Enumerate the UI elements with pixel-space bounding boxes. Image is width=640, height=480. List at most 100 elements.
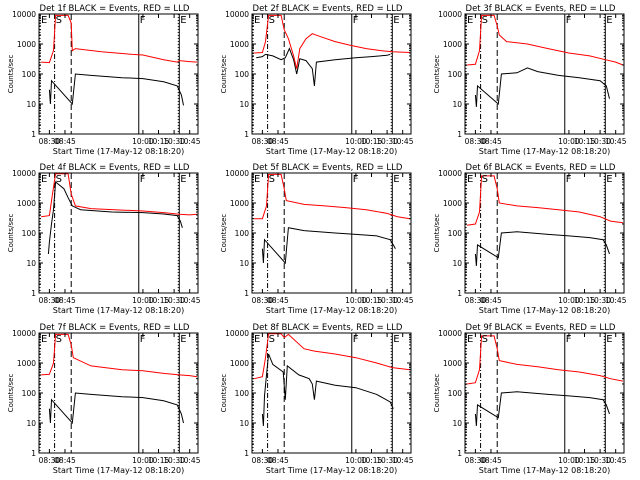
detector-panel: Det 7f BLACK = Events, RED = LLD Counts/s… <box>7 323 201 475</box>
x-tick-label: 10:15 <box>574 456 596 465</box>
x-axis-label: Start Time (17-May-12 08:18:20) <box>479 466 610 475</box>
y-tick-label: 10000 <box>438 329 462 338</box>
x-tick-label: 08:30 <box>252 456 274 465</box>
event-marker-label: S <box>56 174 62 185</box>
series-group <box>39 173 198 293</box>
x-axis-label: Start Time (17-May-12 08:18:20) <box>53 147 184 156</box>
events-series-line <box>261 353 394 426</box>
x-tick-label: 10:45 <box>179 296 201 305</box>
event-marker-label: F <box>353 174 359 185</box>
x-tick-label: 10:30 <box>163 137 185 146</box>
x-tick-label: 10:45 <box>179 137 201 146</box>
plot-frame <box>464 172 625 294</box>
detector-panel: Det 9f BLACK = Events, RED = LLD Counts/s… <box>433 323 627 475</box>
y-tick-label: 10000 <box>12 329 36 338</box>
event-marker-label: E <box>254 174 260 185</box>
panel-title: Det 5f BLACK = Events, RED = LLD <box>253 163 403 173</box>
y-tick-label: 100 <box>448 389 463 398</box>
event-marker-label: E <box>41 174 47 185</box>
x-tick-label: 10:45 <box>605 296 627 305</box>
panel-title: Det 8f BLACK = Events, RED = LLD <box>253 323 403 333</box>
y-tick-label: 10000 <box>225 169 249 178</box>
x-tick-label: 10:30 <box>163 456 185 465</box>
x-tick-label: 10:15 <box>148 456 170 465</box>
y-tick-label: 10000 <box>438 10 462 19</box>
x-tick-label: 10:15 <box>574 296 596 305</box>
lld-series-line <box>254 173 411 220</box>
events-series-line <box>474 231 610 266</box>
x-tick-label: 10:15 <box>361 296 383 305</box>
plot-frame <box>38 332 199 454</box>
plot-frame <box>251 332 412 454</box>
y-tick-label: 1 <box>244 289 249 298</box>
y-tick-label: 1 <box>244 449 249 458</box>
events-series-line <box>47 181 183 255</box>
x-tick-label: 08:30 <box>252 137 274 146</box>
x-tick-label: 10:15 <box>574 137 596 146</box>
event-marker-label: E <box>606 334 612 345</box>
event-marker-label: S <box>269 334 275 345</box>
x-tick-label: 08:45 <box>267 456 289 465</box>
x-tick-label: 10:00 <box>558 137 580 146</box>
x-axis-label: Start Time (17-May-12 08:18:20) <box>479 306 610 315</box>
panel-title: Det 9f BLACK = Events, RED = LLD <box>466 323 616 333</box>
x-tick-label: 10:15 <box>148 296 170 305</box>
y-tick-label: 10000 <box>12 169 36 178</box>
x-tick-label: 10:30 <box>163 296 185 305</box>
x-tick-label: 10:45 <box>605 456 627 465</box>
lld-series-line <box>41 14 198 64</box>
event-marker-label: E <box>393 15 399 26</box>
y-tick-label: 1 <box>457 289 462 298</box>
x-tick-label: 10:45 <box>179 456 201 465</box>
event-marker-label: E <box>467 174 473 185</box>
x-axis-label: Start Time (17-May-12 08:18:20) <box>479 147 610 156</box>
events-series-line <box>48 392 184 425</box>
x-tick-label: 08:45 <box>267 296 289 305</box>
event-marker-label: S <box>56 15 62 26</box>
y-tick-label: 100 <box>448 229 463 238</box>
lld-series-line <box>41 173 198 218</box>
y-axis-label: Counts/sec <box>7 214 15 253</box>
y-tick-label: 100 <box>235 229 250 238</box>
x-axis-label: Start Time (17-May-12 08:18:20) <box>53 306 184 315</box>
event-marker-label: E <box>180 15 186 26</box>
y-tick-label: 1 <box>31 289 36 298</box>
detector-panel: Det 1f BLACK = Events, RED = LLD Counts/s… <box>7 4 201 156</box>
x-tick-label: 10:30 <box>376 456 398 465</box>
x-tick-label: 10:30 <box>376 296 398 305</box>
x-tick-label: 08:45 <box>267 137 289 146</box>
x-tick-label: 10:45 <box>605 137 627 146</box>
y-tick-label: 100 <box>448 70 463 79</box>
y-tick-label: 100 <box>235 70 250 79</box>
detector-panel: Det 4f BLACK = Events, RED = LLD Counts/s… <box>7 163 201 315</box>
y-tick-label: 10000 <box>438 169 462 178</box>
detector-panel: Det 3f BLACK = Events, RED = LLD Counts/s… <box>433 4 627 156</box>
event-marker-label: E <box>180 334 186 345</box>
y-tick-label: 10000 <box>12 10 36 19</box>
panel-title: Det 6f BLACK = Events, RED = LLD <box>466 163 616 173</box>
events-series-line <box>48 73 184 106</box>
event-marker-label: E <box>41 334 47 345</box>
y-tick-label: 1000 <box>443 199 462 208</box>
x-tick-label: 10:30 <box>589 456 611 465</box>
panel-title: Det 2f BLACK = Events, RED = LLD <box>253 4 403 14</box>
x-tick-label: 10:45 <box>392 296 414 305</box>
x-tick-label: 08:45 <box>480 456 502 465</box>
lld-series-line <box>467 14 624 66</box>
x-tick-label: 08:45 <box>54 296 76 305</box>
series-group <box>252 14 411 134</box>
event-marker-label: E <box>393 334 399 345</box>
x-tick-label: 08:30 <box>465 296 487 305</box>
plot-frame <box>38 13 199 135</box>
x-tick-label: 08:30 <box>465 137 487 146</box>
y-tick-label: 10000 <box>225 10 249 19</box>
y-tick-label: 10 <box>26 419 36 428</box>
y-tick-label: 1000 <box>443 40 462 49</box>
event-marker-label: S <box>482 15 488 26</box>
events-series-line <box>261 227 396 265</box>
x-tick-label: 08:30 <box>39 456 61 465</box>
event-marker-label: E <box>41 15 47 26</box>
x-tick-label: 08:30 <box>39 137 61 146</box>
event-marker-label: E <box>467 15 473 26</box>
